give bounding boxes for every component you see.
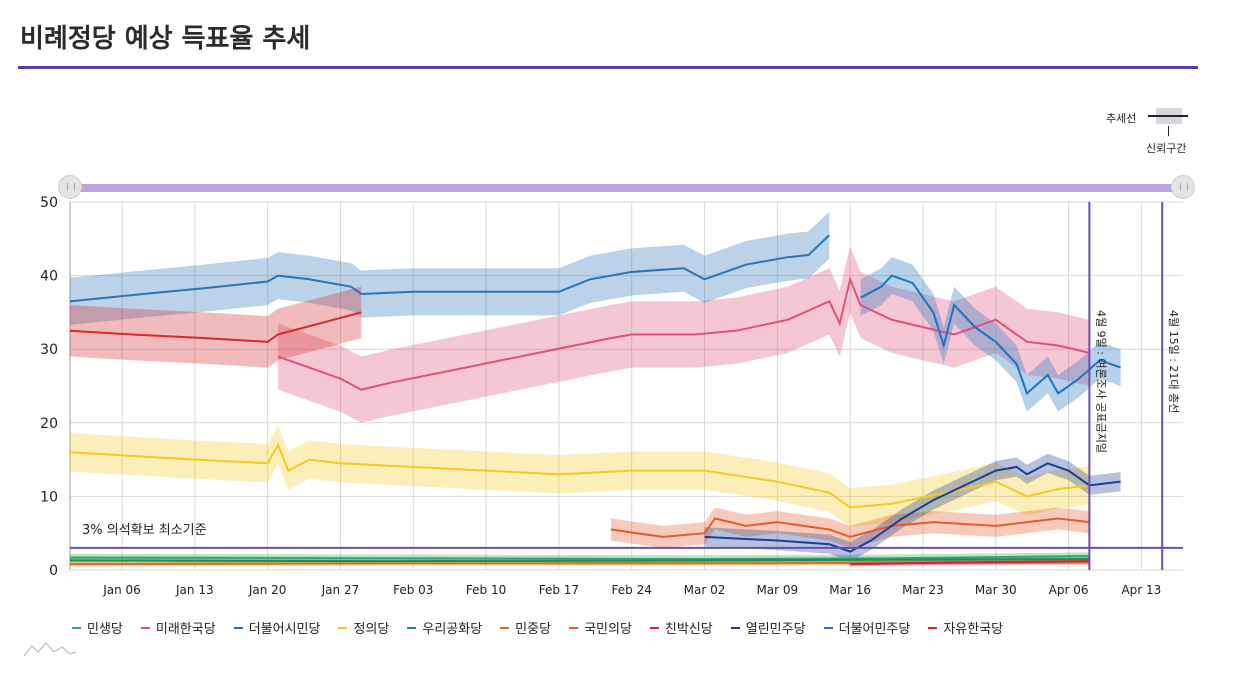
x-tick-label: Jan 06 xyxy=(102,583,141,597)
x-tick-label: Feb 24 xyxy=(612,583,652,597)
legend-swatch xyxy=(233,626,243,629)
series-line xyxy=(69,555,1090,560)
legend-item[interactable]: 자유한국당 xyxy=(928,618,1003,637)
legend-item[interactable]: 민중당 xyxy=(500,618,551,637)
series-line xyxy=(850,560,1090,566)
series-legend: 민생당 미래한국당 더불어시민당 정의당 우리공화당 민중당 국민의당 친박신당 열린민주당 더불… xyxy=(72,618,1021,637)
legend-item[interactable]: 정의당 xyxy=(338,618,389,637)
range-end-handle[interactable] xyxy=(1171,175,1195,199)
band-pointer xyxy=(1168,126,1169,136)
legend-swatch xyxy=(823,626,833,629)
trend-line-swatch xyxy=(1148,115,1188,117)
x-tick-label: Feb 17 xyxy=(539,583,579,597)
legend-label: 민중당 xyxy=(515,622,552,637)
confidence-band-label: 신뢰구간 xyxy=(1146,142,1187,155)
legend-swatch xyxy=(569,626,579,629)
series-line xyxy=(69,311,362,343)
legend-swatch xyxy=(500,626,510,629)
confidence-band xyxy=(70,286,362,368)
x-tick-label: Mar 02 xyxy=(684,583,726,597)
legend-item[interactable]: 열린민주당 xyxy=(730,618,806,637)
date-range-slider[interactable] xyxy=(70,184,1183,192)
legend-item[interactable]: 미래한국당 xyxy=(140,618,216,637)
x-tick-label: Jan 13 xyxy=(175,583,214,597)
series-line xyxy=(610,517,1090,538)
legend-item[interactable]: 더불어민주당 xyxy=(823,618,911,637)
grip-icon xyxy=(1180,183,1188,191)
legend-swatch xyxy=(730,626,740,629)
legend-label: 더불어민주당 xyxy=(838,622,911,637)
trend-line-label: 추세선 xyxy=(1106,112,1137,125)
confidence-band xyxy=(610,507,1090,548)
legend-label: 미래한국당 xyxy=(155,622,216,637)
series-line xyxy=(69,442,1090,509)
x-tick-label: Apr 06 xyxy=(1049,583,1089,597)
y-tick-label: 20 xyxy=(40,416,58,432)
confidence-band xyxy=(70,211,830,325)
legend-swatch xyxy=(407,626,417,629)
legend-item[interactable]: 국민의당 xyxy=(569,618,632,637)
series-line xyxy=(69,557,1090,563)
range-start-handle[interactable] xyxy=(58,175,82,199)
page-title: 비례정당 예상 득표율 추세 xyxy=(20,24,311,54)
confidence-band xyxy=(70,425,1090,527)
legend-label: 정의당 xyxy=(353,622,390,637)
x-tick-label: Mar 30 xyxy=(975,583,1017,597)
series-line xyxy=(69,234,831,303)
x-tick-label: Mar 16 xyxy=(829,583,871,597)
series-line xyxy=(704,462,1121,553)
legend-swatch xyxy=(338,626,348,629)
legend-item[interactable]: 민생당 xyxy=(72,618,123,637)
x-tick-label: Jan 20 xyxy=(248,583,287,597)
confidence-band xyxy=(860,257,1121,412)
confidence-band xyxy=(704,453,1121,562)
x-tick-label: Apr 13 xyxy=(1121,583,1161,597)
legend-item[interactable]: 더불어시민당 xyxy=(233,618,321,637)
legend-swatch xyxy=(649,626,659,629)
legend-label: 국민의당 xyxy=(584,622,632,637)
trend-chart: 0 10 20 30 40 50 Jan 06 Jan 13 Jan 20 Jan 27 Feb 0… xyxy=(40,195,1183,597)
x-tick-label: Feb 03 xyxy=(393,583,433,597)
y-tick-label: 40 xyxy=(40,269,58,285)
grip-icon xyxy=(67,183,75,191)
legend-item[interactable]: 우리공화당 xyxy=(407,618,482,637)
x-tick-label: Jan 27 xyxy=(321,583,360,597)
trend-legend-key: 추세선 신뢰구간 xyxy=(1090,100,1210,160)
y-tick-label: 10 xyxy=(40,489,58,505)
y-tick-label: 30 xyxy=(40,342,58,358)
legend-label: 민생당 xyxy=(87,622,123,637)
x-tick-label: Feb 10 xyxy=(466,583,506,597)
annotation-label: 4월 9일 : 여론조사 공표금지일 xyxy=(1094,310,1108,453)
legend-swatch xyxy=(140,626,150,629)
legend-label: 열린민주당 xyxy=(745,622,806,637)
title-divider xyxy=(18,66,1198,69)
y-tick-label: 50 xyxy=(40,195,58,211)
legend-label: 우리공화당 xyxy=(422,622,483,637)
x-tick-label: Mar 09 xyxy=(756,583,798,597)
legend-item[interactable]: 친박신당 xyxy=(649,618,713,637)
series-line xyxy=(277,275,1090,391)
y-tick-label: 0 xyxy=(49,563,58,579)
legend-label: 자유한국당 xyxy=(943,622,1004,637)
legend-swatch xyxy=(928,626,938,629)
threshold-label: 3% 의석확보 최소기준 xyxy=(82,523,207,538)
x-tick-label: Mar 23 xyxy=(902,583,944,597)
brand-logo-icon xyxy=(23,642,77,657)
legend-swatch xyxy=(72,626,81,629)
series-line xyxy=(860,274,1121,396)
legend-label: 친박신당 xyxy=(664,622,713,637)
annotation-label: 4월 15일 : 21대 총선 xyxy=(1167,310,1181,413)
legend-label: 더불어시민당 xyxy=(248,622,321,637)
